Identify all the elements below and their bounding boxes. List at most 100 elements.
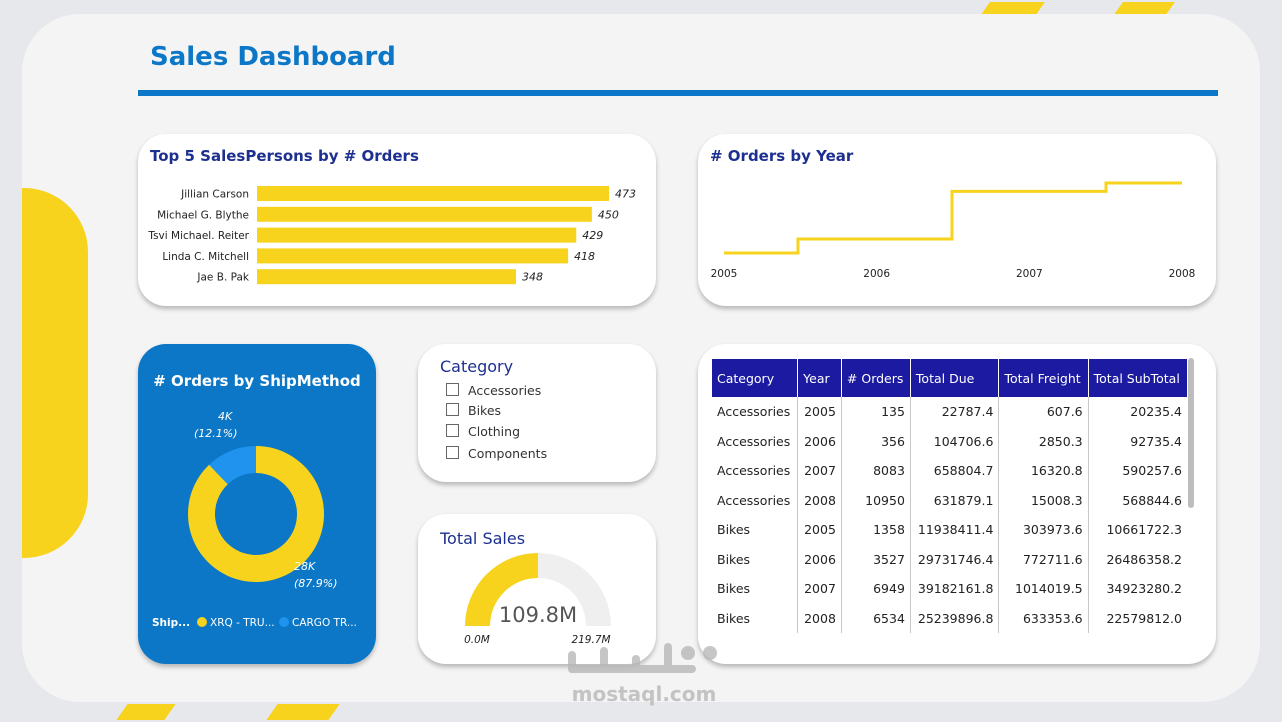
table-cell: 10661722.3 — [1106, 522, 1182, 538]
table-cell: Bikes — [712, 603, 799, 633]
table-row[interactable]: Accessories 2007 8083 658804.7 16320.8 590257… — [712, 456, 1187, 486]
bar-category-label: Linda C. Mitchell — [162, 251, 249, 263]
table-column-header[interactable]: Category — [712, 359, 799, 397]
checkbox-icon[interactable] — [446, 383, 459, 396]
checkbox-icon[interactable] — [446, 403, 459, 416]
slicer-option-clothing[interactable]: Clothing — [446, 424, 520, 442]
legend-marker — [197, 617, 207, 627]
table-row[interactable]: Bikes 2007 6949 39182161.8 1014019.5 34923280… — [712, 574, 1187, 604]
table-cell: Accessories — [712, 426, 799, 456]
table-cell: 11938411.4 — [910, 515, 1000, 545]
table-scrollbar[interactable] — [1188, 358, 1194, 508]
table-cell: Accessories — [712, 397, 799, 427]
table-column-header[interactable]: # Orders — [841, 359, 911, 397]
orders-by-year-title: # Orders by Year — [710, 147, 854, 165]
slice-percent-label: (87.9%) — [294, 577, 338, 590]
slicer-option-accessories[interactable]: Accessories — [446, 383, 541, 401]
table-column-header[interactable]: Total Due — [910, 359, 1000, 397]
slice-value-label: 4K — [218, 410, 233, 423]
table-cell: 2007 — [797, 456, 842, 486]
sales-table-card[interactable]: Category Year # Orders Total Due Total Freig… — [698, 344, 1216, 664]
shipmethod-donut-chart: 4K (12.1%) 28K (87.9%) Ship... XRQ - TRU... CA… — [152, 410, 357, 629]
gauge-track — [537, 553, 611, 626]
legend-label: XRQ - TRU... — [210, 617, 275, 629]
bar-category-label: Michael G. Blythe — [157, 209, 249, 221]
table-cell: 104706.6 — [910, 426, 1000, 456]
top-salespersons-card[interactable]: Top 5 SalesPersons by # Orders Jillian C… — [138, 134, 656, 306]
bar — [257, 186, 609, 201]
table-cell: 135 — [841, 397, 911, 427]
top-salespersons-chart: Jillian Carson 473 Michael G. Blythe 450 Tsv… — [147, 186, 636, 285]
table-cell: 22787.4 — [910, 397, 1000, 427]
table-row[interactable]: Accessories 2006 356 104706.6 2850.3 92735.4 — [712, 426, 1187, 456]
table-cell: 2008 — [797, 485, 842, 515]
decorative-stripe — [266, 704, 340, 720]
table-cell: 92735.4 — [1130, 433, 1182, 449]
category-slicer-title: Category — [440, 357, 514, 376]
table-column-header[interactable]: Year — [797, 359, 842, 397]
x-tick-label: 2005 — [711, 268, 738, 280]
total-sales-title: Total Sales — [440, 529, 526, 548]
table-cell: 2850.3 — [998, 426, 1089, 456]
table-cell: 2007 — [797, 574, 842, 604]
table-cell: 2005 — [797, 397, 842, 427]
legend-marker — [279, 617, 289, 627]
table-header-row: Category Year # Orders Total Due Total Freig… — [712, 359, 1187, 397]
bar-category-label: Jillian Carson — [180, 189, 249, 201]
decorative-side-tab — [22, 188, 88, 558]
table-cell: 6534 — [841, 603, 911, 633]
table-cell: 633353.6 — [998, 603, 1089, 633]
total-sales-gauge: 109.8M 0.0M 219.7M — [464, 553, 611, 646]
table-row[interactable]: Bikes 2006 3527 29731746.4 772711.6 26486358.… — [712, 544, 1187, 574]
donut-slice — [209, 446, 256, 485]
table-cell: Bikes — [712, 515, 799, 545]
table-cell: 16320.8 — [998, 456, 1089, 486]
table-body: Accessories 2005 135 22787.4 607.6 20235.4 Acc… — [712, 397, 1187, 633]
slicer-option-bikes[interactable]: Bikes — [446, 403, 501, 421]
bar — [257, 269, 516, 285]
slicer-option-components[interactable]: Components — [446, 446, 547, 464]
watermark-logo: mostaql.com — [568, 643, 717, 706]
table-cell: 303973.6 — [998, 515, 1089, 545]
step-line-series — [724, 181, 1182, 255]
table-cell: 22579812.0 — [1106, 610, 1182, 626]
table-column-header[interactable]: Total SubTotal — [1088, 359, 1187, 397]
total-sales-card[interactable]: Total Sales 109.8M 0.0M 219.7M — [418, 514, 656, 664]
x-tick-label: 2007 — [1016, 268, 1043, 280]
orders-by-year-chart: 2005 2006 2007 2008 — [711, 181, 1196, 280]
table-cell: 2008 — [797, 603, 842, 633]
table-cell: 658804.7 — [910, 456, 1000, 486]
table-row[interactable]: Bikes 2008 6534 25239896.8 633353.6 22579812.… — [712, 603, 1187, 633]
slicer-option-label: Components — [468, 446, 548, 461]
table-cell: Accessories — [712, 485, 799, 515]
sales-table: Category Year # Orders Total Due Total Freig… — [712, 359, 1187, 633]
category-slicer-card[interactable]: Category Accessories Bikes Clothing Comp… — [418, 344, 656, 482]
gauge-max-label: 219.7M — [571, 634, 610, 646]
bar — [257, 248, 569, 264]
table-cell: 1358 — [841, 515, 911, 545]
table-cell: 34923280.2 — [1106, 581, 1182, 597]
page-title: Sales Dashboard — [150, 42, 396, 72]
slicer-option-label: Bikes — [468, 403, 502, 418]
x-tick-label: 2006 — [863, 268, 890, 280]
orders-by-year-card[interactable]: # Orders by Year 2005 2006 2007 2008 — [698, 134, 1216, 306]
gauge-value-label: 109.8M — [499, 603, 577, 627]
table-column-header[interactable]: Total Freight — [998, 359, 1089, 397]
donut-slice — [188, 446, 324, 582]
table-cell: 2006 — [797, 426, 842, 456]
top-salespersons-title: Top 5 SalesPersons by # Orders — [150, 147, 419, 165]
table-cell: Bikes — [712, 544, 799, 574]
checkbox-icon[interactable] — [446, 424, 459, 437]
table-row[interactable]: Bikes 2005 1358 11938411.4 303973.6 10661722.… — [712, 515, 1187, 545]
table-cell: 8083 — [841, 456, 911, 486]
orders-by-shipmethod-card[interactable]: # Orders by ShipMethod 4K (12.1%) 28K (87.9… — [138, 344, 376, 664]
x-tick-label: 2008 — [1169, 268, 1196, 280]
dashboard-page: Sales Dashboard Top 5 SalesPersons by # … — [22, 14, 1260, 702]
table-cell: 631879.1 — [910, 485, 1000, 515]
table-row[interactable]: Accessories 2008 10950 631879.1 15008.3 56884… — [712, 485, 1187, 515]
checkbox-icon[interactable] — [446, 446, 459, 459]
table-row[interactable]: Accessories 2005 135 22787.4 607.6 20235.4 — [712, 397, 1187, 427]
bar-value-label: 348 — [522, 271, 543, 284]
legend-label: CARGO TR... — [292, 617, 357, 629]
table-cell: Accessories — [712, 456, 799, 486]
